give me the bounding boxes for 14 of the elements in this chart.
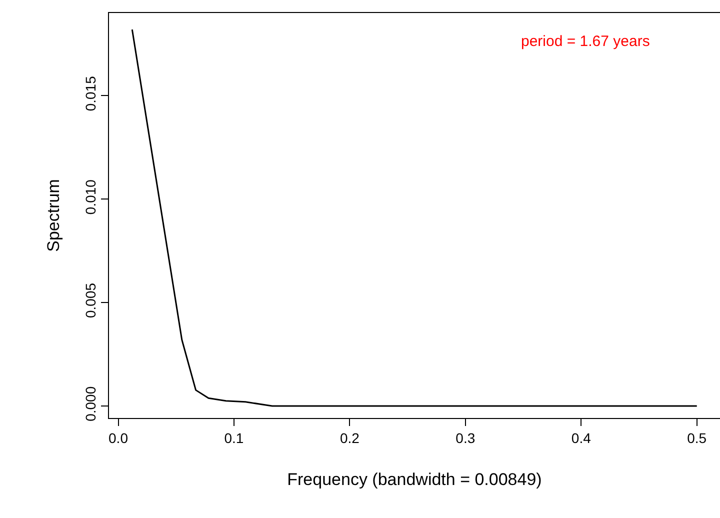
x-tick-label: 0.4	[571, 430, 592, 446]
y-tick-label: 0.000	[82, 386, 98, 422]
y-axis-title: Spectrum	[44, 179, 63, 252]
y-tick-label: 0.005	[82, 282, 98, 318]
x-tick-label: 0.0	[108, 430, 128, 446]
line-series	[131, 28, 698, 407]
annotation: period = 1.67 years	[521, 33, 650, 50]
x-tick-label: 0.1	[224, 430, 244, 446]
x-axis-title: Frequency (bandwidth = 0.00849)	[287, 470, 542, 490]
x-tick-label: 0.3	[456, 430, 476, 446]
y-tick-label: 0.010	[82, 179, 98, 215]
y-tick-label: 0.015	[82, 76, 98, 112]
x-tick-label: 0.2	[340, 430, 360, 446]
x-tick-label: 0.5	[687, 430, 707, 446]
